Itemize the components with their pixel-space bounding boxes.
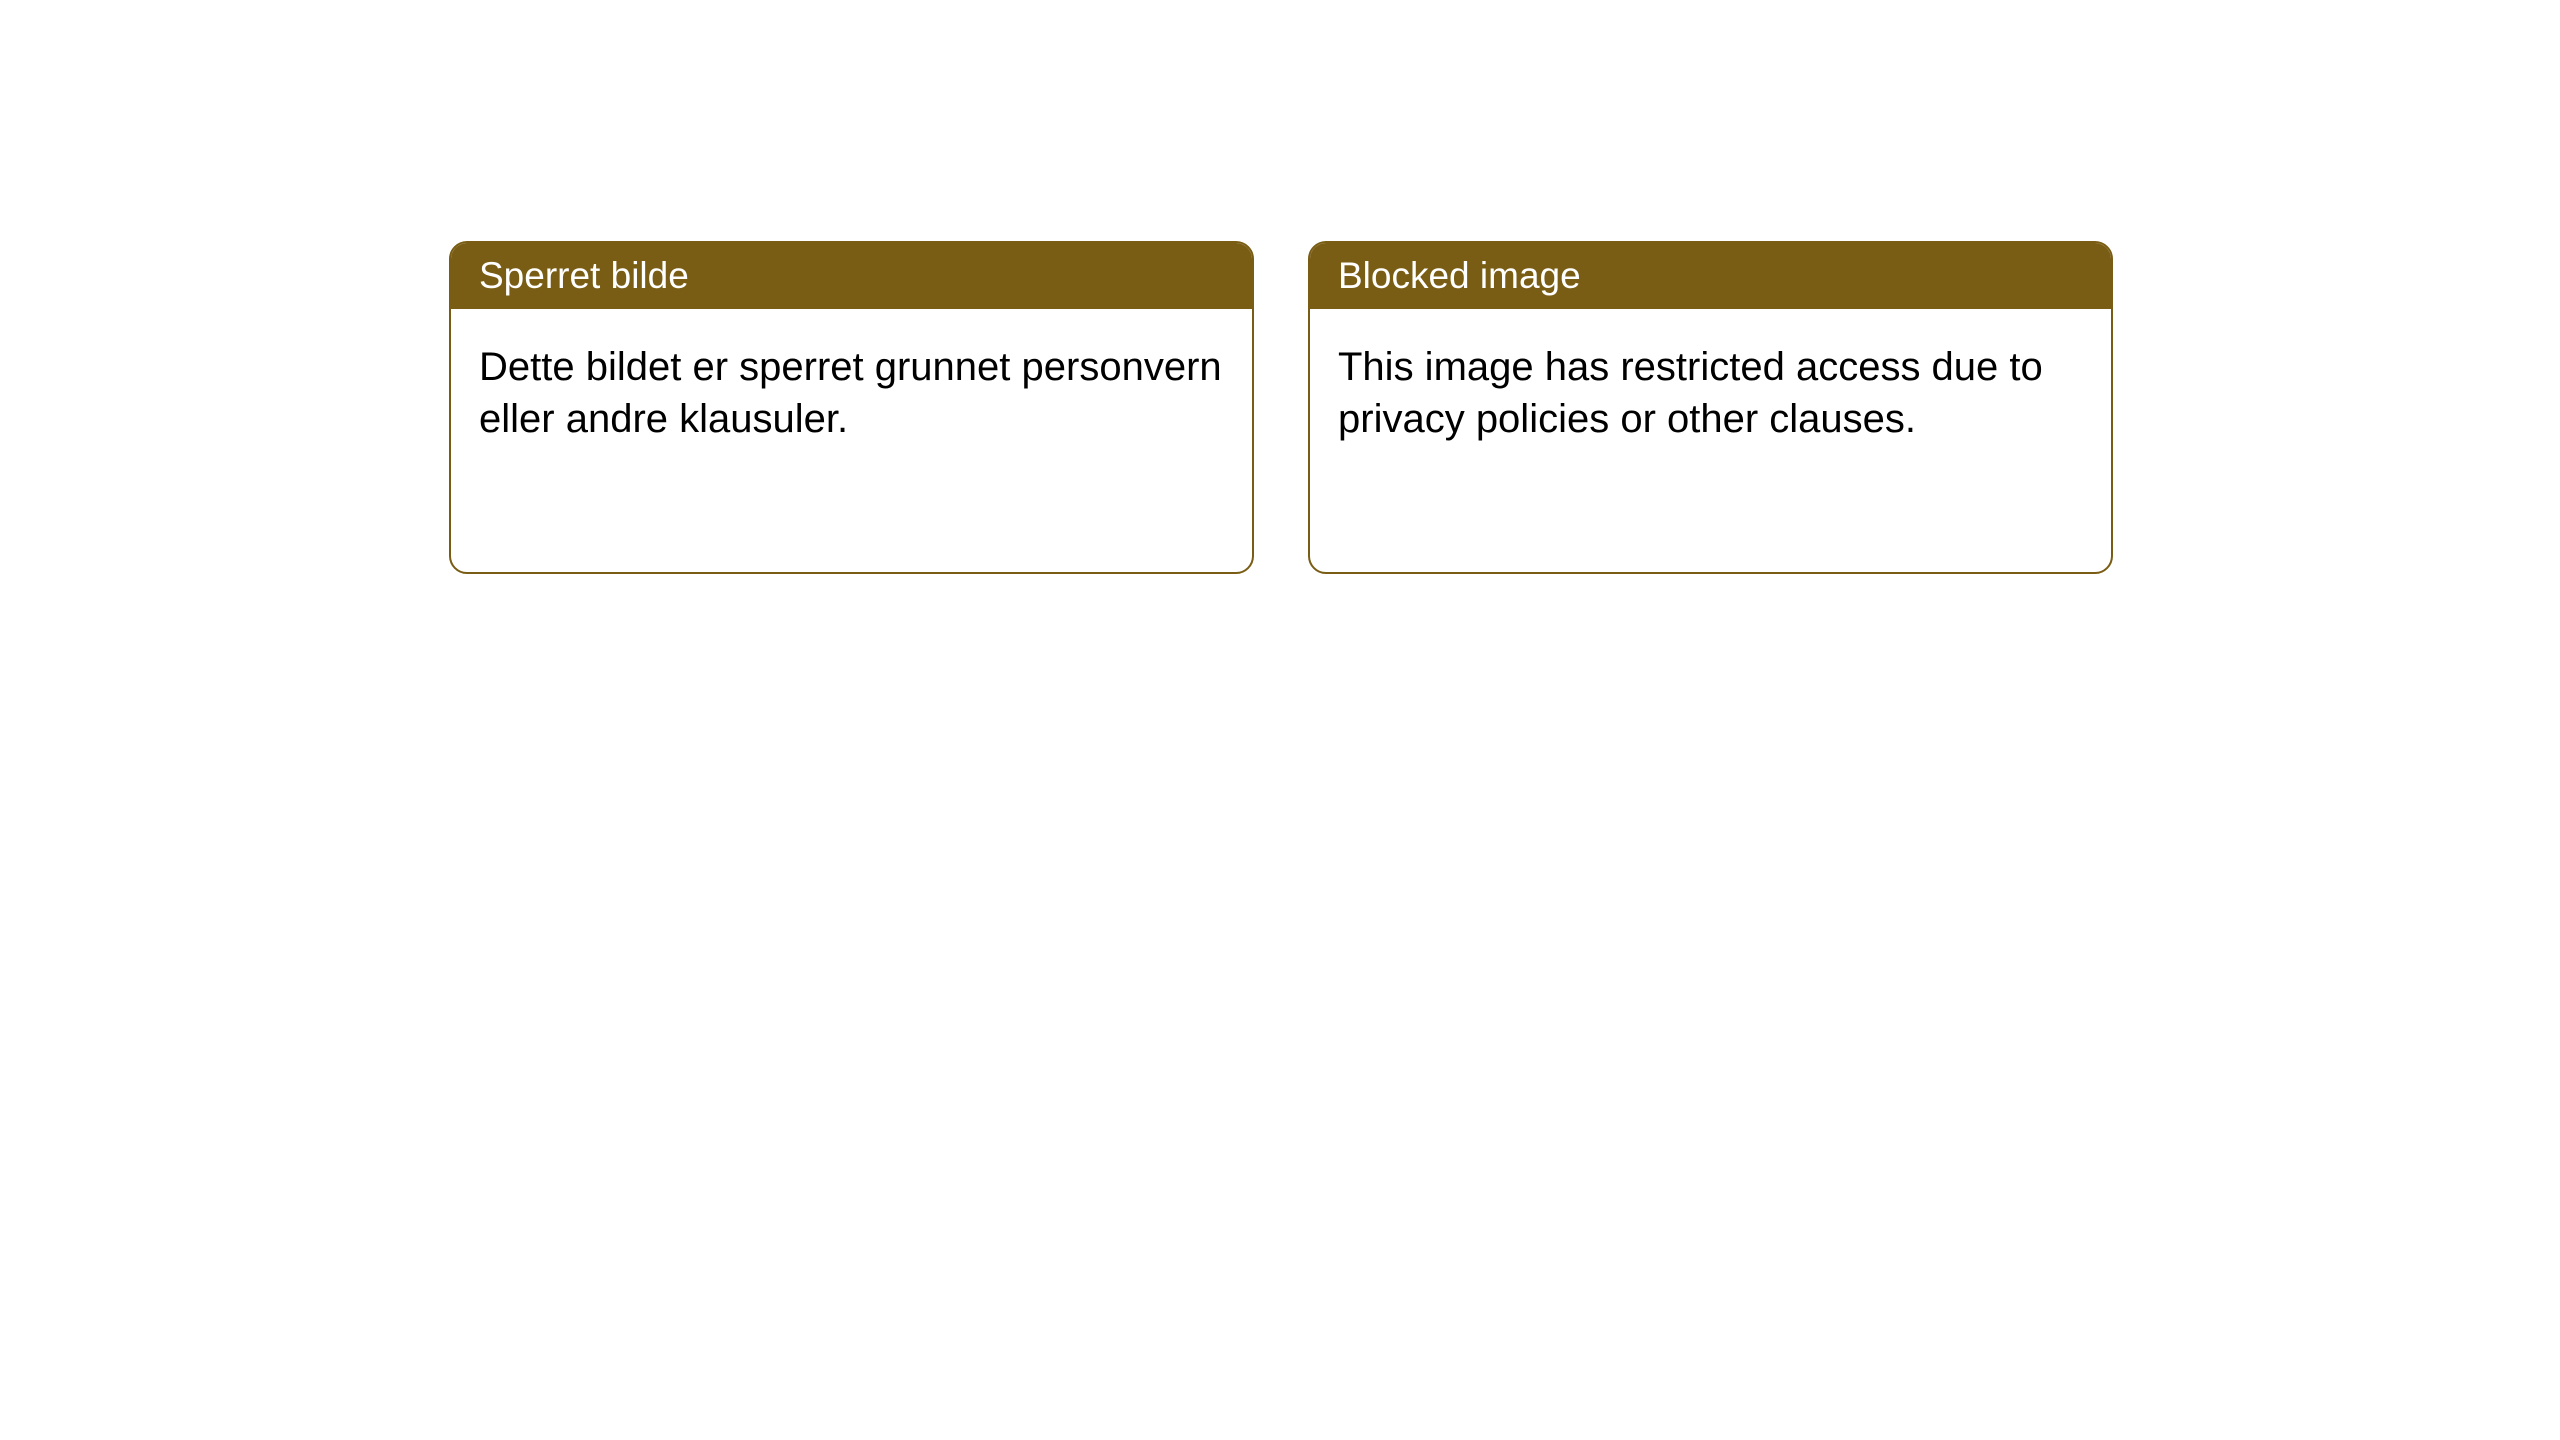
notice-card-container: Sperret bilde Dette bildet er sperret gr… — [449, 241, 2113, 574]
card-body: Dette bildet er sperret grunnet personve… — [451, 309, 1252, 477]
card-header: Sperret bilde — [451, 243, 1252, 309]
card-header: Blocked image — [1310, 243, 2111, 309]
notice-card-english: Blocked image This image has restricted … — [1308, 241, 2113, 574]
card-title: Sperret bilde — [479, 255, 689, 296]
notice-card-norwegian: Sperret bilde Dette bildet er sperret gr… — [449, 241, 1254, 574]
card-body: This image has restricted access due to … — [1310, 309, 2111, 477]
card-body-text: Dette bildet er sperret grunnet personve… — [479, 345, 1222, 441]
card-title: Blocked image — [1338, 255, 1581, 296]
card-body-text: This image has restricted access due to … — [1338, 345, 2043, 441]
